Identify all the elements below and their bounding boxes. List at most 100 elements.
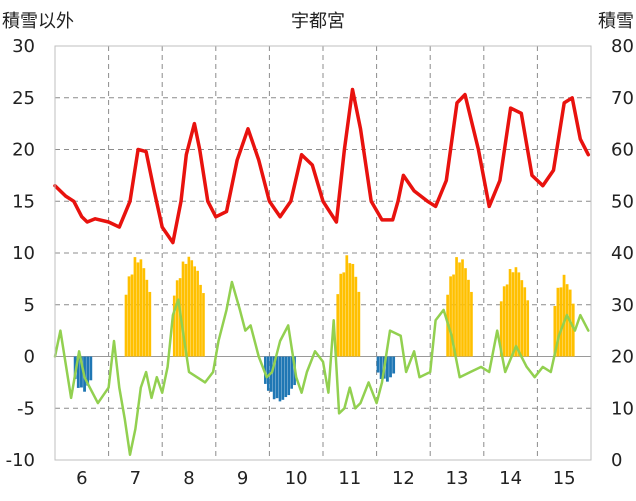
left-tick-label: 5 bbox=[24, 295, 35, 316]
bar-gold bbox=[202, 293, 205, 357]
bar-gold bbox=[461, 259, 464, 357]
bar-gold bbox=[458, 262, 461, 357]
bar-gold bbox=[196, 270, 199, 357]
bar-gold bbox=[181, 261, 185, 357]
bar-gold bbox=[187, 256, 191, 357]
right-tick-label: 60 bbox=[611, 140, 634, 161]
bar-gold bbox=[142, 268, 146, 357]
left-tick-label: -5 bbox=[17, 398, 35, 419]
x-tick-label: 9 bbox=[237, 468, 248, 489]
x-tick-label: 10 bbox=[285, 468, 308, 489]
bar-gold bbox=[520, 280, 524, 357]
tick-labels: -10 -5 0 5 10 15 20 25 30 0 10 20 30 40 50 60 70 80 6 7 8 9 10… bbox=[6, 36, 634, 489]
bar-blue bbox=[278, 356, 282, 402]
bar-gold bbox=[502, 286, 506, 357]
bar-blue bbox=[275, 356, 279, 399]
bar-blue bbox=[76, 356, 80, 388]
bar-gold bbox=[184, 263, 188, 357]
bar-blue bbox=[281, 356, 285, 400]
left-tick-label: 10 bbox=[12, 243, 35, 264]
bar-gold bbox=[348, 263, 352, 357]
bar-blue bbox=[89, 356, 93, 381]
bar-gold bbox=[556, 287, 560, 357]
bar-gold bbox=[354, 276, 358, 357]
bar-gold bbox=[452, 274, 455, 357]
bar-gold bbox=[148, 291, 152, 357]
left-tick-label: -10 bbox=[6, 450, 35, 471]
bar-gold bbox=[199, 284, 202, 357]
right-tick-label: 70 bbox=[611, 88, 634, 109]
left-tick-label: 25 bbox=[12, 88, 35, 109]
bar-gold bbox=[467, 279, 470, 357]
line-red bbox=[53, 87, 591, 245]
bar-blue bbox=[80, 356, 83, 388]
bar-gold bbox=[499, 301, 503, 357]
x-tick-label: 7 bbox=[130, 468, 141, 489]
x-tick-label: 6 bbox=[76, 468, 87, 489]
plot-frame bbox=[54, 45, 592, 461]
bar-blue bbox=[392, 356, 396, 374]
bar-gold bbox=[193, 266, 197, 357]
bar-gold bbox=[523, 287, 527, 357]
grid bbox=[54, 45, 591, 461]
bar-gold bbox=[133, 257, 137, 357]
bar-gold bbox=[351, 263, 355, 357]
bar-gold bbox=[339, 273, 343, 357]
bar-gold bbox=[455, 257, 458, 357]
bar-blue bbox=[287, 356, 291, 396]
bar-gold bbox=[559, 287, 563, 357]
bar-gold bbox=[136, 262, 140, 357]
bar-blue bbox=[379, 356, 383, 379]
x-tick-label: 15 bbox=[553, 468, 576, 489]
bar-gold bbox=[511, 272, 515, 357]
bar-gold bbox=[175, 280, 179, 357]
bar-gold bbox=[139, 259, 143, 357]
x-tick-label: 8 bbox=[183, 468, 194, 489]
bar-gold bbox=[514, 267, 518, 357]
x-tick-label: 12 bbox=[392, 468, 415, 489]
bar-blue bbox=[284, 356, 288, 398]
bar-gold bbox=[127, 276, 131, 357]
bar-gold bbox=[508, 269, 512, 357]
bar-blue bbox=[290, 356, 293, 389]
chart-title: 宇都宮 bbox=[291, 11, 345, 32]
bar-blue bbox=[264, 356, 267, 384]
right-tick-label: 40 bbox=[611, 243, 634, 264]
bar-blue bbox=[385, 356, 389, 382]
bar-gold bbox=[172, 295, 176, 357]
bar-gold bbox=[357, 291, 361, 357]
left-tick-label: 30 bbox=[12, 36, 35, 57]
line-green bbox=[53, 280, 590, 457]
bar-gold bbox=[145, 279, 149, 357]
bar-gold bbox=[449, 276, 452, 357]
bar-gold bbox=[130, 274, 134, 357]
bar-gold bbox=[526, 300, 530, 357]
left-axis-label: 積雪以外 bbox=[2, 11, 74, 32]
bar-gold bbox=[553, 305, 557, 357]
left-tick-label: 0 bbox=[24, 347, 35, 368]
right-tick-label: 30 bbox=[611, 295, 634, 316]
bar-blue bbox=[86, 356, 90, 386]
right-axis-label: 積雪 bbox=[598, 11, 634, 32]
bar-gold bbox=[565, 284, 569, 357]
x-tick-label: 13 bbox=[446, 468, 469, 489]
left-tick-label: 15 bbox=[12, 191, 35, 212]
bar-gold bbox=[190, 260, 194, 357]
x-tick-label: 11 bbox=[338, 468, 361, 489]
right-tick-label: 0 bbox=[611, 450, 622, 471]
right-tick-label: 20 bbox=[611, 347, 634, 368]
bar-gold bbox=[124, 294, 128, 357]
bar-gold bbox=[470, 291, 473, 357]
bar-gold bbox=[505, 284, 509, 357]
bar-blue bbox=[266, 356, 270, 391]
bar-gold bbox=[345, 255, 349, 357]
right-tick-label: 50 bbox=[611, 191, 634, 212]
bar-gold bbox=[517, 272, 521, 357]
right-tick-label: 80 bbox=[611, 36, 634, 57]
bar-gold bbox=[464, 268, 467, 357]
bar-series bbox=[73, 255, 575, 402]
x-tick-label: 14 bbox=[499, 468, 522, 489]
bar-gold bbox=[562, 274, 566, 357]
